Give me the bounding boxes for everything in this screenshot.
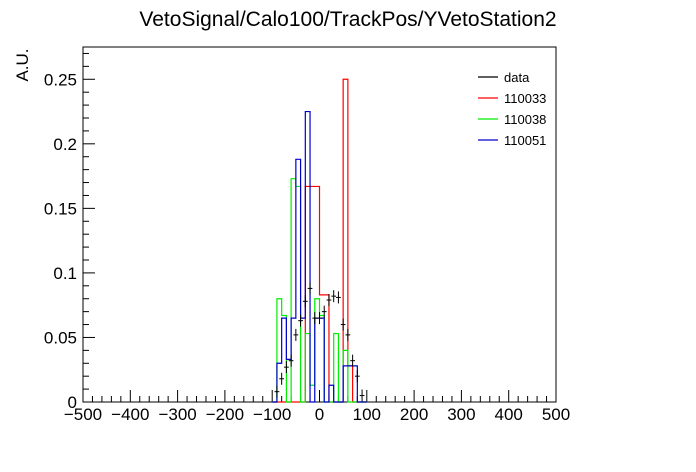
- legend-label: data: [504, 70, 530, 85]
- x-tick-label: 100: [353, 405, 381, 424]
- y-tick-label: 0.1: [53, 264, 77, 283]
- data-point: [326, 294, 332, 307]
- y-tick-label: 0.15: [44, 199, 77, 218]
- data-point: [340, 318, 346, 331]
- legend-label: 110033: [504, 91, 546, 106]
- legend-label: 110051: [504, 133, 546, 148]
- y-tick-label: 0.05: [44, 328, 77, 347]
- x-tick-label: −300: [158, 405, 196, 424]
- data-point: [345, 328, 351, 341]
- data-point: [302, 295, 308, 308]
- legend: data 110033 110038 110051: [478, 70, 546, 148]
- y-tick-label: 0.25: [44, 70, 77, 89]
- x-tick-label: 300: [447, 405, 475, 424]
- data-point: [307, 282, 313, 295]
- x-tick-label: −200: [206, 405, 244, 424]
- x-tick-label: −500: [64, 405, 102, 424]
- y-tick-label: 0.2: [53, 135, 77, 154]
- series-layer: [272, 78, 367, 403]
- data-point: [336, 291, 341, 304]
- series-data: [274, 282, 365, 402]
- data-point: [350, 354, 355, 367]
- legend-entry-data: data: [478, 70, 530, 85]
- x-tick-label: −400: [111, 405, 149, 424]
- data-point: [312, 312, 318, 325]
- data-point: [279, 372, 285, 385]
- chart-title: VetoSignal/Calo100/TrackPos/YVetoStation…: [139, 8, 556, 31]
- x-tick-label: 200: [400, 405, 428, 424]
- data-point: [354, 370, 360, 383]
- data-point: [331, 290, 337, 303]
- x-tick-label: 400: [495, 405, 523, 424]
- series-110051: [272, 110, 367, 403]
- legend-label: 110038: [504, 112, 546, 127]
- legend-entry-110033: 110033: [478, 91, 546, 106]
- x-tick-label: 500: [542, 405, 570, 424]
- data-point: [321, 305, 327, 318]
- legend-entry-110051: 110051: [478, 133, 546, 148]
- data-point: [274, 385, 280, 398]
- legend-entry-110038: 110038: [478, 112, 546, 127]
- x-tick-label: −100: [253, 405, 291, 424]
- x-tick-label: 0: [315, 405, 324, 424]
- y-axis: 0 0.05 0.1 0.15 0.2 0.25: [44, 52, 95, 412]
- y-axis-label: A.U.: [13, 48, 32, 81]
- data-point: [298, 314, 303, 327]
- data-point: [284, 361, 289, 374]
- y-tick-label: 0: [68, 393, 77, 412]
- x-axis: −500 −400 −300 −200 −100 0 100 200 300 400 500: [64, 390, 570, 424]
- data-point: [288, 354, 294, 367]
- data-point: [293, 328, 299, 341]
- data-point: [359, 389, 365, 402]
- data-point: [317, 312, 322, 325]
- histogram-line-110051: [272, 110, 367, 403]
